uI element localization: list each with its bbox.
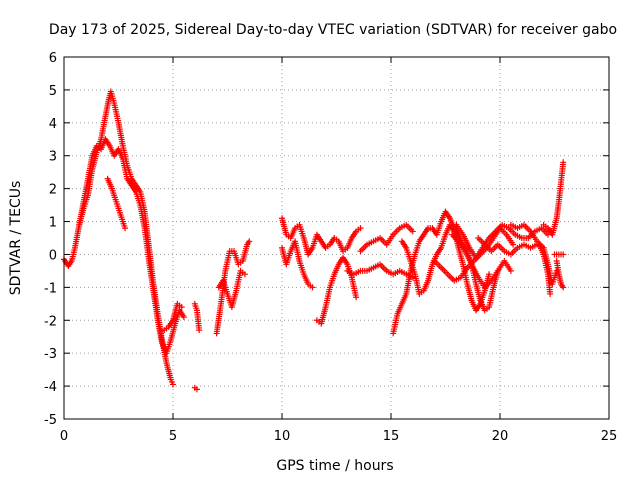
y-tick-label: -5 bbox=[44, 413, 57, 428]
x-tick-label: 20 bbox=[492, 429, 509, 444]
data-point bbox=[357, 225, 364, 232]
y-tick-label: -3 bbox=[44, 347, 57, 362]
y-axis-label: SDTVAR / TECUs bbox=[8, 181, 24, 296]
y-tick-label: -4 bbox=[44, 380, 57, 395]
data-point bbox=[510, 241, 517, 248]
chart-title: Day 173 of 2025, Sidereal Day-to-day VTE… bbox=[49, 22, 617, 38]
data-point bbox=[409, 228, 416, 235]
data-point bbox=[486, 271, 493, 278]
y-tick-label: 5 bbox=[49, 84, 57, 99]
data-point bbox=[196, 327, 203, 334]
data-point bbox=[178, 304, 185, 311]
y-tick-label: 2 bbox=[49, 183, 57, 198]
data-point bbox=[246, 238, 253, 245]
data-point bbox=[180, 313, 187, 320]
data-point bbox=[241, 271, 248, 278]
data-point bbox=[353, 294, 360, 301]
y-tick-label: -1 bbox=[44, 281, 57, 296]
y-tick-label: 1 bbox=[49, 216, 57, 231]
data-point bbox=[309, 284, 316, 291]
y-tick-label: 3 bbox=[49, 150, 57, 165]
x-tick-label: 10 bbox=[274, 429, 291, 444]
plot-frame bbox=[63, 56, 610, 420]
data-point bbox=[170, 381, 176, 388]
data-point bbox=[122, 225, 129, 232]
x-axis-label: GPS time / hours bbox=[276, 458, 393, 474]
data-point bbox=[560, 159, 567, 166]
y-tick-label: 4 bbox=[49, 117, 57, 132]
data-point bbox=[507, 267, 514, 274]
x-tick-label: 25 bbox=[601, 429, 618, 444]
y-tick-label: 0 bbox=[49, 248, 57, 263]
data-point bbox=[547, 290, 554, 297]
x-tick-label: 15 bbox=[383, 429, 400, 444]
grid bbox=[64, 57, 609, 419]
data-points bbox=[61, 88, 567, 393]
y-tick-label: -2 bbox=[44, 314, 57, 329]
y-tick-label: 6 bbox=[49, 51, 57, 66]
x-tick-label: 0 bbox=[60, 429, 68, 444]
data-point bbox=[560, 251, 567, 258]
x-tick-label: 5 bbox=[169, 429, 177, 444]
data-point bbox=[193, 386, 200, 393]
data-point bbox=[560, 284, 567, 291]
